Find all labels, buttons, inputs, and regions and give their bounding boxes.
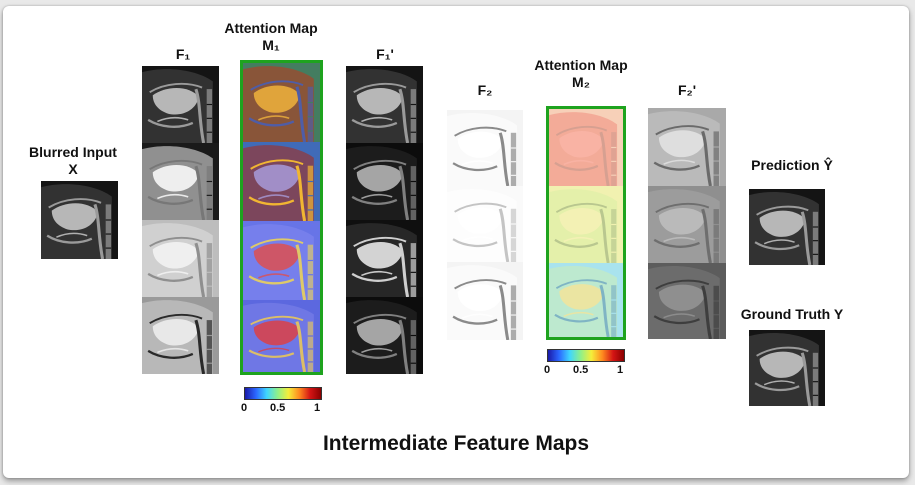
figure-card: Blurred Input X F₁ Attention Map M₁ 0 0.… <box>3 6 909 478</box>
f2-map-3 <box>447 262 523 340</box>
f2-map-2 <box>447 186 523 262</box>
m1-map-4 <box>243 300 320 372</box>
mri-slice-graphic <box>447 262 523 340</box>
mri-slice-graphic <box>142 220 219 297</box>
f1-map-2 <box>142 143 219 220</box>
ground-truth-label: Ground Truth Y <box>740 306 844 322</box>
f2-map-1 <box>447 110 523 186</box>
m2-map-1 <box>549 109 623 186</box>
prediction-label: Prediction Ŷ <box>751 157 833 173</box>
colorbar-2 <box>547 349 625 362</box>
ground-truth-image <box>749 330 825 406</box>
m1-map-1 <box>243 63 320 142</box>
colorbar-1-min: 0 <box>241 402 248 414</box>
f2-prime-label: F₂' <box>677 82 697 98</box>
mri-slice-graphic <box>346 143 423 220</box>
attention-map-1-label: Attention Map M₁ <box>216 20 326 54</box>
colorbar-1 <box>244 387 322 400</box>
mri-slice-graphic <box>346 66 423 143</box>
attention-map-1-symbol: M₁ <box>262 37 280 53</box>
mri-slice-graphic <box>749 189 825 265</box>
mri-slice-graphic <box>749 330 825 406</box>
f1-prime-map-4 <box>346 297 423 374</box>
figure-caption: Intermediate Feature Maps <box>322 432 590 455</box>
f2-prime-map-3 <box>648 263 726 339</box>
f1-prime-label: F₁' <box>376 46 394 62</box>
attention-map-1-title: Attention Map <box>224 20 318 36</box>
mri-slice-graphic <box>648 263 726 339</box>
m2-map-2 <box>549 186 623 263</box>
mri-slice-graphic <box>549 109 623 186</box>
f2-prime-map-2 <box>648 186 726 263</box>
prediction-image <box>749 189 825 265</box>
attention-map-2-label: Attention Map M₂ <box>524 57 638 91</box>
attention-map-1-frame <box>240 60 323 375</box>
blurred-input-label: Blurred Input X <box>21 144 125 178</box>
f1-map-4 <box>142 297 219 374</box>
f1-prime-map-2 <box>346 143 423 220</box>
colorbar-1-max: 1 <box>314 402 321 414</box>
f1-label: F₁ <box>175 46 191 62</box>
m1-map-2 <box>243 142 320 221</box>
mri-slice-graphic <box>142 66 219 143</box>
mri-slice-graphic <box>447 186 523 262</box>
mri-slice-graphic <box>648 186 726 263</box>
colorbar-2-mid: 0.5 <box>573 364 589 376</box>
blurred-input-label-line2: X <box>68 161 78 177</box>
mri-slice-graphic <box>549 263 623 337</box>
f1-prime-map-1 <box>346 66 423 143</box>
f1-map-1 <box>142 66 219 143</box>
f1-prime-map-3 <box>346 220 423 297</box>
attention-map-2-title: Attention Map <box>534 57 628 73</box>
m2-map-3 <box>549 263 623 337</box>
mri-slice-graphic <box>243 221 320 300</box>
m1-map-3 <box>243 221 320 300</box>
mri-slice-graphic <box>549 186 623 263</box>
mri-slice-graphic <box>142 297 219 374</box>
f2-label: F₂ <box>477 82 493 98</box>
attention-map-2-symbol: M₂ <box>572 74 590 90</box>
colorbar-2-min: 0 <box>544 364 551 376</box>
f1-map-3 <box>142 220 219 297</box>
colorbar-2-max: 1 <box>617 364 624 376</box>
mri-slice-graphic <box>346 220 423 297</box>
blurred-input-label-line1: Blurred Input <box>29 144 117 160</box>
attention-map-2-frame <box>546 106 626 340</box>
mri-slice-graphic <box>142 143 219 220</box>
mri-slice-graphic <box>243 142 320 221</box>
mri-slice-graphic <box>648 108 726 186</box>
mri-slice-graphic <box>243 300 320 372</box>
mri-slice-graphic <box>41 181 118 259</box>
mri-slice-graphic <box>243 63 320 142</box>
f2-prime-map-1 <box>648 108 726 186</box>
mri-slice-graphic <box>346 297 423 374</box>
blurred-input-image <box>41 181 118 259</box>
colorbar-1-mid: 0.5 <box>270 402 286 414</box>
mri-slice-graphic <box>447 110 523 186</box>
